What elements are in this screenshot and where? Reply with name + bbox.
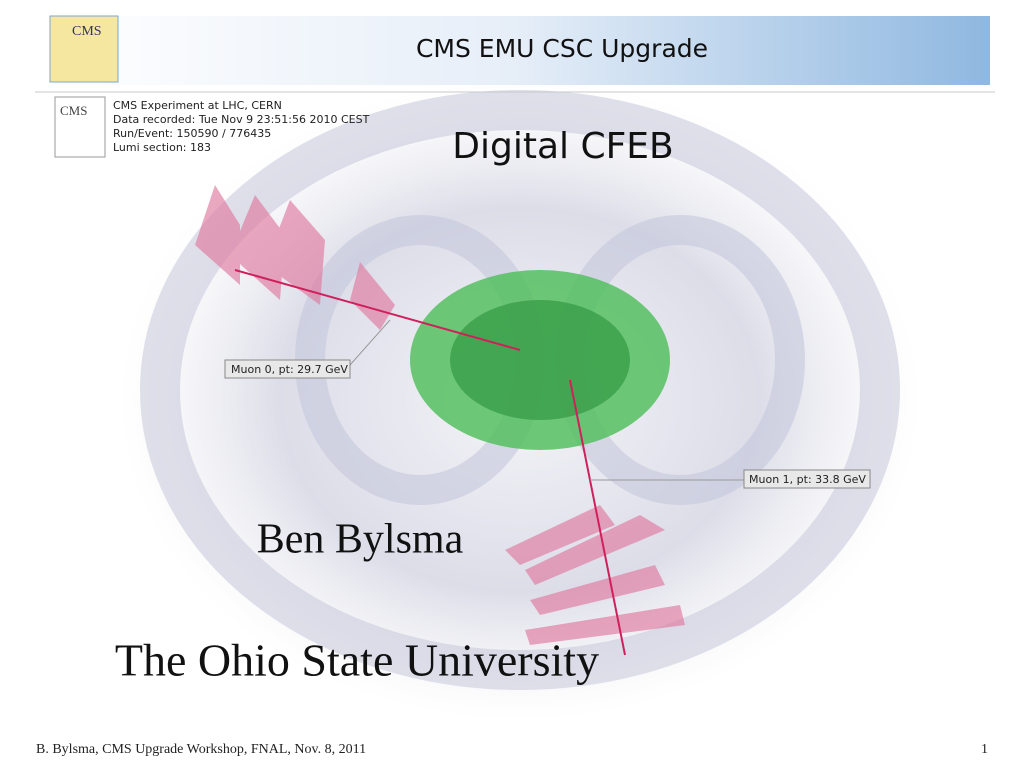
chamber [525,605,685,645]
chamber [350,262,395,330]
event-info-line: CMS Experiment at LHC, CERN [113,99,282,112]
chamber [505,505,615,565]
page-number: 1 [981,742,988,757]
calorimeter-core [450,300,630,420]
chamber [525,515,665,585]
slide-title: Digital CFEB [452,126,673,167]
header-logo [49,15,119,83]
event-display: Muon 0, pt: 29.7 GeV Muon 1, pt: 33.8 Ge… [120,80,920,720]
chamber [530,565,665,615]
chamber [195,185,240,285]
affiliation: The Ohio State University [115,635,599,686]
event-info-line: Data recorded: Tue Nov 9 23:51:56 2010 C… [113,113,370,126]
event-logo [54,96,106,158]
detector-ring [140,90,900,690]
muon-chambers [195,185,685,645]
logo-text: CMS [72,24,102,39]
annotation: Muon 1, pt: 33.8 GeV [749,473,866,486]
annotation-box [224,359,351,379]
annotation-box [743,469,871,489]
leader-line [349,319,391,366]
event-logo-text: CMS [60,103,87,118]
chamber [265,200,325,305]
annotation: Muon 0, pt: 29.7 GeV [231,363,348,376]
muon-track [569,379,626,656]
chamber [230,195,285,300]
footer-text: B. Bylsma, CMS Upgrade Workshop, FNAL, N… [36,742,366,757]
header-title: CMS EMU CSC Upgrade [416,34,708,63]
muon-track [234,269,521,351]
event-info-line: Lumi section: 183 [113,141,211,154]
event-info-line: Run/Event: 150590 / 776435 [113,127,271,140]
header-bar [40,16,990,85]
author: Ben Bylsma [257,517,464,563]
